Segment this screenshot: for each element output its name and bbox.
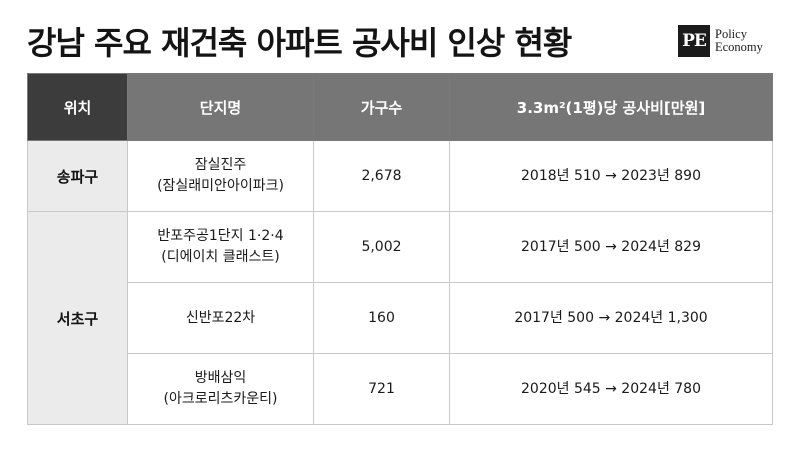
table-header-row: 위치 단지명 가구수 3.3m²(1평)당 공사비[만원] (27, 73, 773, 141)
cost-cell: 2020년 545 → 2024년 780 (449, 353, 773, 425)
table-row: 서초구 반포주공1단지 1·2·4 (디에이치 클래스트) 5,002 2017… (27, 211, 773, 425)
table-row: 방배삼익 (아크로리츠카운티) 721 2020년 545 → 2024년 78… (28, 353, 773, 425)
complex-brand-name: (잠실래미안아이파크) (157, 178, 284, 194)
header-complex-name: 단지명 (127, 73, 314, 141)
logo-text: Policy Economy (715, 28, 763, 54)
logo-mark: PE (678, 25, 710, 57)
table-row: 송파구 잠실진주 (잠실래미안아이파크) 2,678 2018년 510 → 2… (27, 140, 773, 212)
cost-cell: 2017년 500 → 2024년 1,300 (449, 282, 773, 354)
complex-name: 잠실진주 (194, 157, 247, 173)
complex-name-cell: 신반포22차 (127, 282, 314, 354)
header-location: 위치 (27, 73, 128, 141)
complex-name: 반포주공1단지 1·2·4 (157, 228, 284, 244)
households-cell: 2,678 (313, 140, 450, 212)
logo: PE Policy Economy (678, 25, 763, 57)
households-cell: 721 (313, 353, 450, 425)
header-households: 가구수 (313, 73, 450, 141)
location-cell: 서초구 (27, 211, 128, 425)
construction-cost-table: 위치 단지명 가구수 3.3m²(1평)당 공사비[만원] 송파구 잠실진주 (… (27, 73, 773, 425)
complex-name-cell: 방배삼익 (아크로리츠카운티) (127, 353, 314, 425)
location-cell: 송파구 (27, 140, 128, 212)
complex-brand-name: (아크로리츠카운티) (163, 391, 278, 407)
table-row: 신반포22차 160 2017년 500 → 2024년 1,300 (28, 282, 773, 354)
logo-text-line2: Economy (715, 40, 763, 54)
page-title: 강남 주요 재건축 아파트 공사비 인상 현황 (27, 24, 572, 62)
complex-name: 신반포22차 (185, 309, 256, 326)
complex-name-cell: 잠실진주 (잠실래미안아이파크) (127, 140, 314, 212)
complex-name: 방배삼익 (194, 370, 247, 386)
complex-name-cell: 반포주공1단지 1·2·4 (디에이치 클래스트) (127, 211, 314, 283)
header-cost: 3.3m²(1평)당 공사비[만원] (449, 73, 773, 141)
cost-cell: 2017년 500 → 2024년 829 (449, 211, 773, 283)
households-cell: 5,002 (313, 211, 450, 283)
households-cell: 160 (313, 282, 450, 354)
cost-cell: 2018년 510 → 2023년 890 (449, 140, 773, 212)
complex-brand-name: (디에이치 클래스트) (161, 249, 280, 265)
logo-text-line1: Policy (715, 27, 747, 41)
